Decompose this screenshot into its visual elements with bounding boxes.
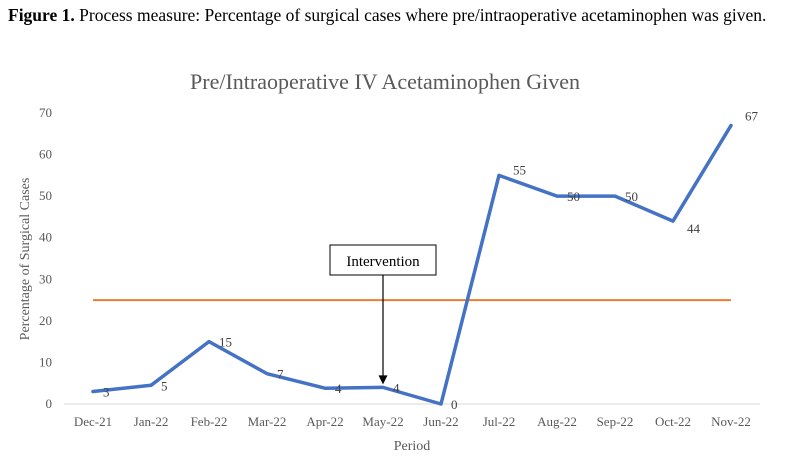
y-tick-label: 0: [46, 396, 53, 411]
data-point: [555, 194, 559, 198]
data-label: 50: [625, 189, 638, 204]
y-tick-label: 50: [39, 188, 52, 203]
data-label: 3: [103, 385, 110, 400]
data-label: 7: [277, 367, 284, 382]
data-label: 4: [335, 381, 342, 396]
data-label: 50: [567, 189, 580, 204]
data-point: [613, 194, 617, 198]
data-point: [729, 123, 733, 127]
data-point: [91, 390, 95, 394]
x-axis-title: Period: [394, 439, 431, 454]
data-point: [671, 219, 675, 223]
x-tick-label: Apr-22: [306, 414, 343, 429]
x-tick-label: Mar-22: [248, 414, 287, 429]
x-tick-label: Sep-22: [597, 414, 634, 429]
figure-label: Figure 1.: [8, 5, 75, 25]
data-point: [207, 340, 211, 344]
data-label: 67: [745, 108, 759, 123]
y-tick-label: 70: [39, 105, 52, 120]
data-point: [439, 402, 443, 406]
y-tick-label: 30: [39, 271, 52, 286]
intervention-box: [329, 244, 437, 276]
chart-title: Pre/Intraoperative IV Acetaminophen Give…: [190, 69, 580, 94]
intervention-label: Intervention: [346, 254, 420, 270]
x-tick-label: Feb-22: [191, 414, 228, 429]
x-tick-label: Aug-22: [537, 414, 577, 429]
y-tick-label: 60: [39, 147, 52, 162]
data-label: 0: [451, 397, 458, 412]
intervention-arrowhead: [378, 375, 388, 385]
y-tick-label: 20: [39, 313, 52, 328]
x-tick-label: Jan-22: [134, 414, 169, 429]
figure-caption-text: Process measure: Percentage of surgical …: [79, 5, 767, 25]
x-tick-label: Oct-22: [655, 414, 691, 429]
figure-caption: Figure 1. Process measure: Percentage of…: [8, 4, 784, 27]
data-point: [323, 386, 327, 390]
data-label: 44: [687, 221, 701, 236]
x-axis-ticks: Dec-21 Jan-22 Feb-22 Mar-22 Apr-22 May-22 Jun-…: [74, 414, 751, 429]
data-point: [497, 173, 501, 177]
y-axis-ticks: 0 10 20 30 40 50 60 70: [39, 105, 52, 411]
data-label: 55: [513, 162, 526, 177]
y-tick-label: 40: [39, 230, 52, 245]
data-point: [149, 383, 153, 387]
x-tick-label: May-22: [362, 414, 403, 429]
y-axis-title: Percentage of Surgical Cases: [18, 178, 33, 341]
intervention-annotation: Intervention: [329, 244, 437, 385]
data-point: [265, 372, 269, 376]
x-tick-label: Nov-22: [711, 414, 751, 429]
data-label: 5: [161, 378, 168, 393]
x-tick-label: Jun-22: [423, 414, 458, 429]
y-tick-label: 10: [39, 354, 52, 369]
series-line: [91, 123, 733, 406]
x-tick-label: Jul-22: [483, 414, 516, 429]
data-label: 15: [219, 335, 232, 350]
x-tick-label: Dec-21: [74, 414, 112, 429]
data-label: 4: [393, 380, 400, 395]
data-point: [381, 385, 385, 389]
data-points: [91, 123, 733, 406]
